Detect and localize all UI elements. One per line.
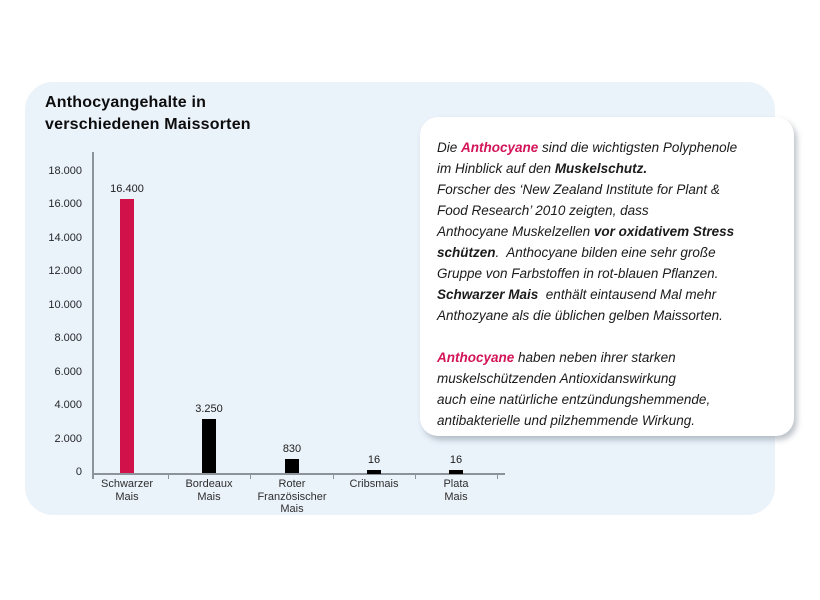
y-axis <box>92 152 94 479</box>
x-category-label: Roter Französischer Mais <box>257 478 327 515</box>
bar-value-label: 16.400 <box>110 183 144 195</box>
bar-value-label: 3.250 <box>195 403 223 415</box>
body-text: im Hinblick auf den <box>437 161 555 176</box>
chart-title-line-2: verschiedenen Maissorten <box>45 116 251 133</box>
bold-text: Schwarzer Mais <box>437 287 539 302</box>
y-tick-label: 8.000 <box>54 332 82 344</box>
body-text: . Anthocyane bilden eine sehr große <box>495 245 716 260</box>
info-text-line: Schwarzer Mais enthält eintausend Mal me… <box>437 284 777 305</box>
bar <box>367 470 381 474</box>
y-tick-label: 4.000 <box>54 399 82 411</box>
info-paragraph-1: Die Anthocyane sind die wichtigsten Poly… <box>437 137 777 326</box>
x-category-label: Cribsmais <box>349 478 399 490</box>
y-tick-label: 14.000 <box>48 232 82 244</box>
body-text: Food Research’ 2010 zeigten, dass <box>437 203 649 218</box>
bar-value-label: 16 <box>449 454 463 466</box>
accent-keyword: Anthocyane <box>437 350 515 365</box>
axis-tick <box>497 473 498 479</box>
body-text: muskelschützenden Antioxidanswirkung <box>437 371 676 386</box>
body-text: Forscher des ‘New Zealand Institute for … <box>437 182 720 197</box>
body-text: antibakterielle und pilzhemmende Wirkung… <box>437 413 696 428</box>
bold-text: schützen <box>437 245 496 260</box>
x-axis <box>92 473 505 475</box>
axis-tick <box>250 473 251 479</box>
body-text: Die <box>437 140 462 155</box>
x-category-label: Bordeaux Mais <box>185 478 233 503</box>
bold-text: Muskelschutz. <box>554 161 648 176</box>
body-text: sind die wichtigsten Polyphenole <box>538 140 738 155</box>
info-text-line: Anthocyane haben neben ihrer starken <box>437 347 777 368</box>
y-tick-label: 18.000 <box>48 165 82 177</box>
chart-title: Anthocyangehalte in verschiedenen Maisso… <box>45 92 251 136</box>
y-tick-label: 16.000 <box>48 198 82 210</box>
y-tick-label: 10.000 <box>48 299 82 311</box>
axis-tick <box>415 473 416 479</box>
y-tick-label: 0 <box>75 466 82 478</box>
y-tick-label: 6.000 <box>54 366 82 378</box>
x-category-label: Plata Mais <box>443 478 469 503</box>
accent-keyword: Anthocyane <box>461 140 539 155</box>
info-text-line: antibakterielle und pilzhemmende Wirkung… <box>437 410 777 431</box>
body-text: haben neben ihrer starken <box>514 350 676 365</box>
info-box: Die Anthocyane sind die wichtigsten Poly… <box>420 117 794 436</box>
info-text-line: Gruppe von Farbstoffen in rot-blauen Pfl… <box>437 263 777 284</box>
info-paragraph-2: Anthocyane haben neben ihrer starken musk… <box>437 347 777 431</box>
bold-text: vor oxidativem Stress <box>593 224 735 239</box>
info-text-line: Forscher des ‘New Zealand Institute for … <box>437 179 777 200</box>
info-text-line: Food Research’ 2010 zeigten, dass <box>437 200 777 221</box>
info-text-line: muskelschützenden Antioxidanswirkung <box>437 368 777 389</box>
info-text-line: schützen. Anthocyane bilden eine sehr gr… <box>437 242 777 263</box>
info-text-line: auch eine natürliche entzündungshemmende… <box>437 389 777 410</box>
bar-value-label: 830 <box>282 443 302 455</box>
body-text: Anthocyane Muskelzellen <box>437 224 594 239</box>
info-text-line: Die Anthocyane sind die wichtigsten Poly… <box>437 137 777 158</box>
bar-value-label: 16 <box>367 454 381 466</box>
info-text-line: Anthozyane als die üblichen gelben Maiss… <box>437 305 777 326</box>
bar <box>202 419 216 473</box>
x-category-label: Schwarzer Mais <box>101 478 153 503</box>
bar <box>449 470 463 474</box>
body-text: Gruppe von Farbstoffen in rot-blauen Pfl… <box>437 266 719 281</box>
body-text: Anthozyane als die üblichen gelben Maiss… <box>437 308 723 323</box>
body-text: enthält eintausend Mal mehr <box>538 287 717 302</box>
body-text: auch eine natürliche entzündungshemmende… <box>437 392 711 407</box>
bar <box>285 459 299 473</box>
axis-tick <box>168 473 169 479</box>
bar <box>120 199 134 473</box>
y-tick-label: 2.000 <box>54 433 82 445</box>
info-text-line: im Hinblick auf den Muskelschutz. <box>437 158 777 179</box>
chart-title-line-1: Anthocyangehalte in <box>45 94 207 111</box>
info-box-text: Die Anthocyane sind die wichtigsten Poly… <box>437 137 777 431</box>
axis-tick <box>333 473 334 479</box>
info-text-line: Anthocyane Muskelzellen vor oxidativem S… <box>437 221 777 242</box>
y-tick-label: 12.000 <box>48 265 82 277</box>
